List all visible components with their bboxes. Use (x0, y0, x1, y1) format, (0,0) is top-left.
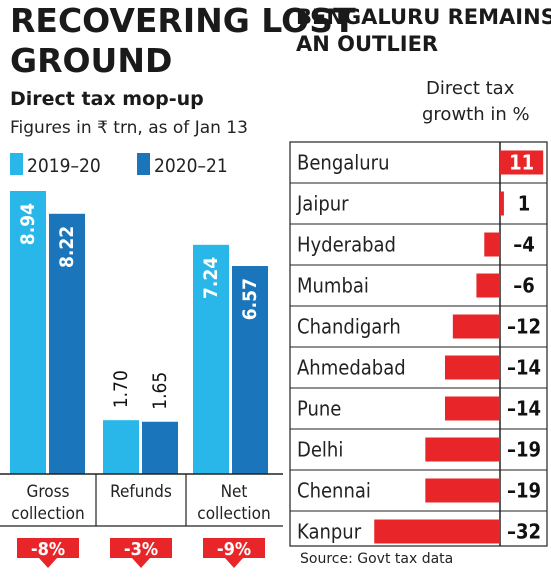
legend-swatch-2020-21 (137, 153, 150, 175)
right-title-line2: AN OUTLIER (296, 32, 439, 56)
change-label-2: -9% (217, 539, 251, 560)
city-label-8: Chennai (297, 479, 371, 503)
left-title-line2: GROUND (10, 41, 173, 80)
city-value-3: –6 (513, 274, 535, 298)
change-label-1: -3% (124, 539, 158, 560)
legend-label-2019-20: 2019–20 (27, 155, 101, 177)
data-label-2019-20-0: 8.94 (17, 203, 39, 245)
city-bar-6 (444, 396, 500, 421)
change-badge-2 (203, 538, 265, 568)
city-bar-1 (500, 191, 504, 216)
data-label-2020-21-2: 6.57 (239, 278, 261, 320)
city-label-1: Jaipur (296, 192, 349, 216)
right-axis-label-line1: Direct tax (426, 78, 515, 99)
city-value-4: –12 (507, 315, 541, 339)
city-value-7: –19 (507, 438, 541, 462)
city-bar-3 (476, 273, 500, 298)
city-bar-8 (425, 478, 500, 503)
data-label-2020-21-1: 1.65 (149, 372, 171, 410)
left-subtitle: Direct tax mop-up (10, 88, 204, 110)
category-label-0-0: Gross (26, 482, 69, 502)
city-value-1: 1 (518, 192, 531, 216)
city-bar-4 (452, 314, 500, 339)
city-value-0: 11 (509, 151, 534, 175)
city-label-5: Ahmedabad (297, 356, 406, 380)
bar-2019-20-2 (193, 244, 229, 474)
city-bar-2 (484, 232, 500, 257)
city-value-8: –19 (507, 479, 541, 503)
left-title-line1: RECOVERING LOST (10, 1, 356, 40)
data-label-2019-20-2: 7.24 (200, 257, 222, 299)
bar-2020-21-2 (232, 266, 268, 474)
city-label-7: Delhi (297, 438, 343, 462)
bar-2020-21-1 (142, 421, 178, 474)
category-label-0-1: collection (11, 504, 84, 524)
legend-swatch-2019-20 (10, 153, 23, 175)
city-label-4: Chandigarh (297, 315, 401, 339)
bar-2019-20-1 (103, 420, 139, 474)
city-label-2: Hyderabad (297, 233, 396, 257)
city-label-3: Mumbai (297, 274, 369, 298)
city-label-0: Bengaluru (297, 151, 389, 175)
change-badge-1 (110, 538, 172, 568)
category-label-1-0: Refunds (110, 482, 172, 502)
legend-label-2020-21: 2020–21 (154, 155, 228, 177)
city-value-9: –32 (507, 520, 541, 544)
city-value-2: –4 (513, 233, 535, 257)
city-label-6: Pune (297, 397, 341, 421)
right-chart-frame (289, 141, 548, 547)
change-label-0: -8% (31, 539, 65, 560)
left-note: Figures in ₹ trn, as of Jan 13 (10, 118, 248, 138)
source-note: Source: Govt tax data (300, 551, 454, 567)
data-label-2019-20-1: 1.70 (110, 370, 132, 408)
bar-2019-20-0 (10, 191, 46, 474)
city-value-6: –14 (507, 397, 541, 421)
right-title-line1: BENGALURU REMAINS (296, 5, 551, 29)
city-label-9: Kanpur (297, 520, 362, 544)
right-axis-label-line2: growth in % (422, 104, 530, 125)
change-badge-0 (17, 538, 79, 568)
city-bar-9 (374, 519, 500, 544)
city-bar-5 (444, 355, 500, 380)
city-bar-0 (500, 150, 544, 175)
category-label-2-0: Net (221, 482, 248, 502)
category-label-2-1: collection (197, 504, 270, 524)
bar-2020-21-0 (49, 213, 85, 475)
city-bar-7 (425, 437, 500, 462)
city-value-5: –14 (507, 356, 541, 380)
data-label-2020-21-0: 8.22 (56, 226, 78, 268)
